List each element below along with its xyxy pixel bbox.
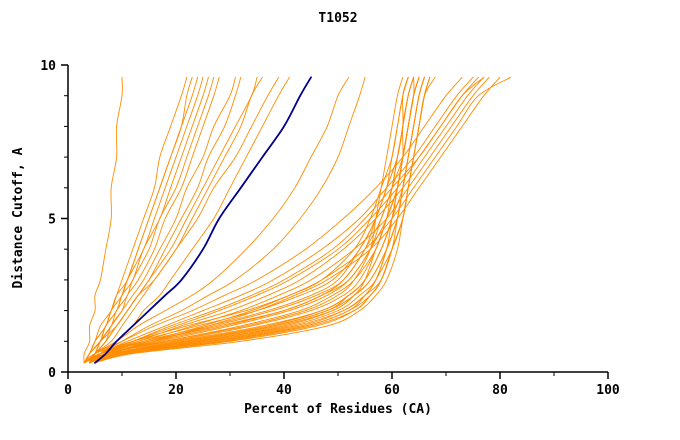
highlight-curve <box>94 76 312 364</box>
model-curve <box>83 76 123 364</box>
curve-lines <box>83 76 512 364</box>
model-curve <box>83 76 409 364</box>
model-curve <box>83 76 258 364</box>
x-tick-label: 80 <box>492 383 508 398</box>
model-curve <box>83 76 193 364</box>
y-tick-label: 5 <box>48 213 56 228</box>
x-axis-label: Percent of Residues (CA) <box>244 402 432 417</box>
minor-tick-marks <box>64 95 555 376</box>
model-curve <box>83 76 188 364</box>
model-curve <box>89 76 366 364</box>
x-tick-label: 60 <box>384 383 400 398</box>
x-tick-label: 20 <box>168 383 184 398</box>
x-tick-label: 0 <box>64 383 72 398</box>
model-curve <box>89 76 474 364</box>
model-curve <box>94 76 431 364</box>
model-curve <box>83 76 209 364</box>
x-tick-label: 40 <box>276 383 292 398</box>
model-curve <box>94 76 431 364</box>
plot-title: T1052 <box>318 11 357 26</box>
x-tick-labels: 0 20 40 60 80 100 <box>64 383 620 398</box>
y-tick-label: 0 <box>48 366 56 381</box>
model-curve <box>89 76 204 364</box>
model-curve <box>83 76 280 364</box>
model-curve <box>89 76 425 364</box>
tick-marks <box>61 64 609 379</box>
model-curve <box>89 76 436 364</box>
model-curve <box>89 76 485 364</box>
model-curve <box>94 76 501 364</box>
model-curve <box>89 76 490 364</box>
model-curve <box>94 76 431 364</box>
y-tick-label: 10 <box>40 59 56 74</box>
model-curve <box>89 76 431 364</box>
y-tick-labels: 0 5 10 <box>40 59 56 381</box>
y-axis-label: Distance Cutoff, A <box>11 147 26 288</box>
x-tick-label: 100 <box>596 383 620 398</box>
model-curve <box>89 76 485 364</box>
model-curve <box>94 76 512 364</box>
